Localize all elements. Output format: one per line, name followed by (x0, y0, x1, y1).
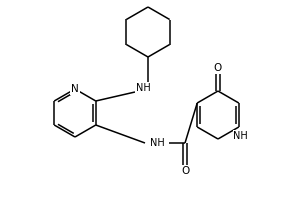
Text: NH: NH (233, 131, 248, 141)
Text: O: O (181, 166, 189, 176)
Text: N: N (71, 84, 79, 94)
Text: O: O (214, 63, 222, 73)
Text: NH: NH (150, 138, 164, 148)
Text: NH: NH (136, 83, 150, 93)
